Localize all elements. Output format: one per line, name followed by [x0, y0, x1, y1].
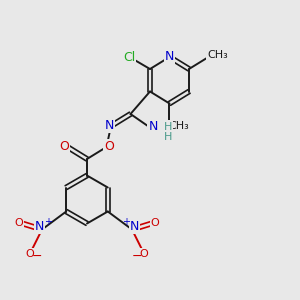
Text: H: H [164, 131, 172, 142]
Text: N: N [35, 220, 44, 233]
Text: Cl: Cl [123, 51, 135, 64]
Text: O: O [59, 140, 69, 153]
Text: O: O [140, 249, 148, 259]
Text: O: O [151, 218, 160, 228]
Text: N: N [130, 220, 139, 233]
Text: CH₃: CH₃ [168, 121, 189, 131]
Text: O: O [104, 140, 114, 153]
Text: O: O [14, 218, 23, 228]
Text: N: N [148, 119, 158, 133]
Text: +: + [122, 217, 130, 227]
Text: N: N [165, 50, 174, 64]
Text: N: N [105, 118, 114, 132]
Text: +: + [44, 217, 52, 227]
Text: −: − [132, 250, 142, 263]
Text: H: H [164, 122, 172, 132]
Text: O: O [26, 249, 34, 259]
Text: −: − [32, 250, 42, 263]
Text: CH₃: CH₃ [207, 50, 228, 61]
